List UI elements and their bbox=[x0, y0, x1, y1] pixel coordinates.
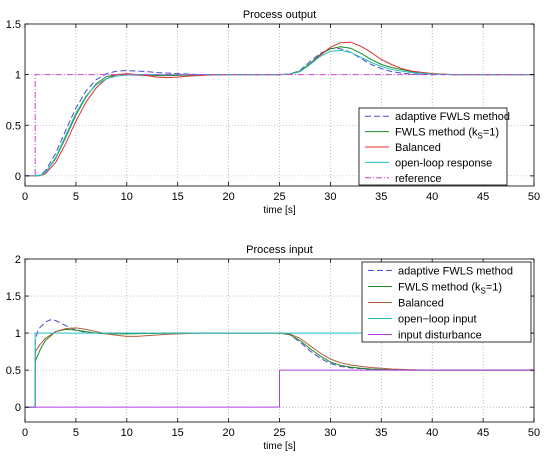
chart-1-legend-label-1: FWLS method (kS=1) bbox=[398, 282, 502, 296]
chart-0-xtick-label-3: 15 bbox=[172, 191, 184, 203]
chart-0-xtick-label-2: 10 bbox=[121, 191, 133, 203]
chart-1-legend-label-4: input disturbance bbox=[398, 330, 482, 342]
chart-0-legend-label-1: FWLS method (kS=1) bbox=[395, 127, 499, 141]
chart-0-series-line-4 bbox=[25, 74, 534, 177]
chart-1-xtick-label-7: 35 bbox=[375, 427, 387, 439]
chart-0-xtick-label-5: 25 bbox=[273, 191, 285, 203]
chart-1-ytick-label-1: 0.5 bbox=[6, 365, 21, 377]
chart-1-xtick-label-6: 30 bbox=[324, 427, 336, 439]
chart-1-legend: adaptive FWLS method FWLS method (kS=1) Ba… bbox=[361, 261, 532, 343]
chart-0-xtick-label-9: 45 bbox=[477, 191, 489, 203]
chart-0-xlabel: time [s] bbox=[263, 205, 295, 216]
chart-1-legend-label-3: open−loop input bbox=[398, 314, 477, 326]
chart-0-legend-label-4: reference bbox=[395, 173, 441, 185]
chart-0-title: Process output bbox=[243, 9, 316, 21]
chart-0-legend-label-0: adaptive FWLS method bbox=[395, 111, 510, 123]
chart-1-series-line-4 bbox=[25, 369, 534, 408]
chart-0-xtick-label-8: 40 bbox=[426, 191, 438, 203]
chart-0-xtick-label-6: 30 bbox=[324, 191, 336, 203]
chart-0-legend-label-3: open-loop response bbox=[395, 157, 492, 169]
chart-1-xtick-label-2: 10 bbox=[121, 427, 133, 439]
chart-0-series-line-3 bbox=[25, 49, 534, 177]
chart-0-xtick-label-7: 35 bbox=[375, 191, 387, 203]
chart-0-ytick-label-0: 0 bbox=[15, 171, 21, 183]
chart-1-xtick-label-5: 25 bbox=[273, 427, 285, 439]
chart-1-xtick-label-0: 0 bbox=[22, 427, 28, 439]
chart-0-xtick-label-0: 0 bbox=[22, 191, 28, 203]
chart-1-xtick-label-3: 15 bbox=[172, 427, 184, 439]
chart-1-xtick-label-8: 40 bbox=[426, 427, 438, 439]
chart-0-xtick-label-4: 20 bbox=[222, 191, 234, 203]
chart-0-legend: adaptive FWLS method FWLS method (kS=1)Ba… bbox=[358, 107, 510, 186]
chart-0-legend-label-2: Balanced bbox=[395, 142, 441, 154]
chart-1-xtick-label-10: 50 bbox=[528, 427, 540, 439]
process-output-panel: 0 5 10 15 20 25 30 35 40 45 50 0 0.5 1 1.5 Process outp… bbox=[6, 9, 540, 216]
chart-1-legend-label-2: Balanced bbox=[398, 298, 444, 310]
chart-1-xtick-label-9: 45 bbox=[477, 427, 489, 439]
chart-1-xtick-label-1: 5 bbox=[73, 427, 79, 439]
chart-0-ytick-label-3: 1.5 bbox=[6, 19, 21, 31]
chart-1-title: Process input bbox=[246, 244, 313, 256]
chart-0-xtick-label-10: 50 bbox=[528, 191, 540, 203]
chart-0-ytick-label-1: 0.5 bbox=[6, 120, 21, 132]
chart-0-ytick-label-2: 1 bbox=[15, 70, 21, 82]
chart-1-ytick-label-0: 0 bbox=[15, 402, 21, 414]
chart-1-ytick-label-3: 1.5 bbox=[6, 291, 21, 303]
chart-0-xtick-label-1: 5 bbox=[73, 191, 79, 203]
chart-1-ytick-label-2: 1 bbox=[15, 328, 21, 340]
chart-1-ytick-label-4: 2 bbox=[15, 254, 21, 266]
chart-1-legend-label-0: adaptive FWLS method bbox=[398, 266, 513, 278]
process-input-panel: 0 5 10 15 20 25 30 35 40 45 50 0 0.5 1 1.5 2 Process inp… bbox=[6, 244, 540, 452]
chart-1-xlabel: time [s] bbox=[263, 441, 295, 452]
chart-1-xtick-label-4: 20 bbox=[222, 427, 234, 439]
